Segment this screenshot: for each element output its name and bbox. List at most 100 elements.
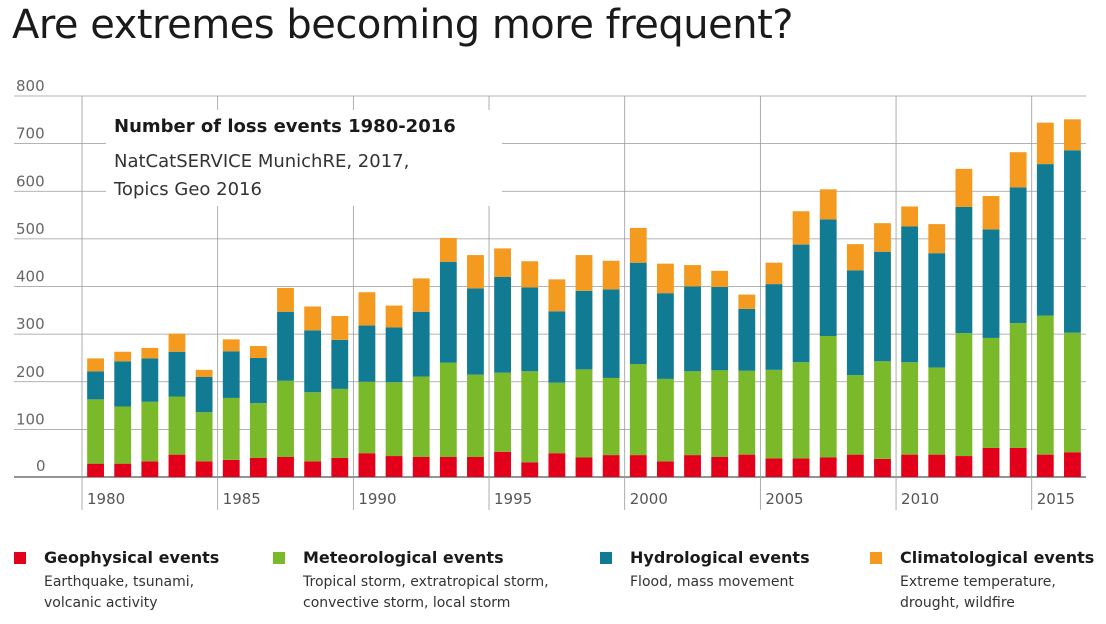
annotation-source-line2: Topics Geo 2016 xyxy=(114,179,262,200)
annotation-title: Number of loss events 1980-2016 xyxy=(114,116,456,137)
bar-geophysical-1985 xyxy=(222,459,240,477)
x-axis: 1980 1985 1990 1995 2000 2005 2010 2015 xyxy=(87,490,1075,508)
bar-meteorological-1980 xyxy=(87,399,104,464)
bar-meteorological-1995 xyxy=(494,372,512,452)
bar-geophysical-2008 xyxy=(846,454,864,477)
bar-climatological-2014 xyxy=(1009,152,1027,188)
bar-geophysical-1987 xyxy=(277,456,294,477)
x-tick-label-1995: 1995 xyxy=(494,490,532,508)
bar-geophysical-2014 xyxy=(1009,447,1027,477)
bar-climatological-1996 xyxy=(521,261,539,288)
legend-label-hydrological: Hydrological events xyxy=(630,548,810,567)
bar-meteorological-1992 xyxy=(412,376,430,457)
bar-hydrological-2006 xyxy=(792,244,810,363)
bar-meteorological-1997 xyxy=(548,382,566,454)
bar-hydrological-1998 xyxy=(575,290,593,370)
bar-meteorological-2015 xyxy=(1036,315,1054,455)
bar-geophysical-2013 xyxy=(982,447,1000,477)
bar-meteorological-2002 xyxy=(684,371,701,456)
x-tick-label-1980: 1980 xyxy=(87,490,125,508)
bar-climatological-2008 xyxy=(846,244,864,271)
bar-hydrological-1986 xyxy=(249,357,267,404)
legend-label-climatological: Climatological events xyxy=(900,548,1095,567)
bar-climatological-1991 xyxy=(385,305,403,328)
legend-desc-geophysical-line1: Earthquake, tsunami, xyxy=(44,574,195,590)
bar-hydrological-1999 xyxy=(602,289,620,378)
y-tick-label-200: 200 xyxy=(16,363,45,381)
bar-geophysical-1992 xyxy=(412,456,430,477)
bar-meteorological-2012 xyxy=(955,333,973,457)
bar-geophysical-1981 xyxy=(114,463,132,477)
bar-climatological-1983 xyxy=(168,333,186,352)
bar-stacks xyxy=(87,119,1081,477)
legend-geophysical: Geophysical events Earthquake, tsunami, … xyxy=(14,548,264,618)
legend-desc-meteorological-line2: convective storm, local storm xyxy=(303,595,511,611)
bar-geophysical-1983 xyxy=(168,454,186,477)
bar-hydrological-1980 xyxy=(87,371,104,400)
bar-climatological-1982 xyxy=(141,347,159,359)
bar-hydrological-2016 xyxy=(1064,150,1081,333)
bar-hydrological-2009 xyxy=(874,251,891,362)
annotation-source-line1: NatCatSERVICE MunichRE, 2017, xyxy=(114,151,410,172)
legend-meteorological: Meteorological events Tropical storm, ex… xyxy=(273,548,573,618)
x-tick-label-1990: 1990 xyxy=(358,490,396,508)
bar-hydrological-2011 xyxy=(928,253,946,368)
bar-meteorological-1984 xyxy=(195,412,213,462)
bar-hydrological-2000 xyxy=(629,262,647,365)
bar-geophysical-1988 xyxy=(304,461,322,477)
bar-hydrological-1993 xyxy=(439,261,457,363)
bar-climatological-2009 xyxy=(874,223,891,252)
bar-meteorological-2011 xyxy=(928,367,946,455)
bar-climatological-1995 xyxy=(494,248,512,277)
bar-meteorological-1998 xyxy=(575,369,593,458)
bar-geophysical-2011 xyxy=(928,454,946,477)
bar-climatological-1989 xyxy=(331,316,349,340)
legend-hydrological: Hydrological events Flood, mass movement xyxy=(600,548,850,618)
bar-climatological-1986 xyxy=(249,346,267,358)
bar-hydrological-2008 xyxy=(846,270,864,376)
bar-meteorological-1989 xyxy=(331,388,349,458)
bar-geophysical-1986 xyxy=(249,457,267,477)
legend-desc-climatological-line2: drought, wildfire xyxy=(900,595,1015,611)
bar-geophysical-1984 xyxy=(195,461,213,477)
bar-climatological-1998 xyxy=(575,255,593,291)
bar-hydrological-1990 xyxy=(358,325,376,382)
y-tick-label-700: 700 xyxy=(16,125,45,143)
bar-meteorological-2000 xyxy=(629,364,647,456)
bar-meteorological-1993 xyxy=(439,362,457,457)
x-tick-label-1985: 1985 xyxy=(223,490,261,508)
bar-hydrological-2005 xyxy=(765,284,783,370)
bar-meteorological-2005 xyxy=(765,369,783,459)
bar-hydrological-2001 xyxy=(656,293,674,379)
legend-label-geophysical: Geophysical events xyxy=(44,548,220,567)
bar-geophysical-2012 xyxy=(955,456,973,477)
bar-climatological-2002 xyxy=(684,265,701,287)
legend-desc-geophysical-line2: volcanic activity xyxy=(44,595,158,611)
bar-geophysical-2009 xyxy=(874,458,891,477)
bar-meteorological-2013 xyxy=(982,337,1000,448)
legend-desc-meteorological: Tropical storm, extratropical storm, con… xyxy=(303,572,549,614)
bar-geophysical-2004 xyxy=(738,454,756,477)
bar-climatological-2013 xyxy=(982,196,1000,230)
bar-hydrological-1992 xyxy=(412,311,430,377)
bar-hydrological-2012 xyxy=(955,206,973,334)
annotation-box: Number of loss events 1980-2016 NatCatSE… xyxy=(106,110,502,206)
bar-hydrological-2003 xyxy=(711,286,729,371)
bar-geophysical-1996 xyxy=(521,462,539,477)
bar-geophysical-2016 xyxy=(1064,452,1081,477)
bar-geophysical-1989 xyxy=(331,457,349,477)
bar-geophysical-2010 xyxy=(901,454,919,477)
bar-climatological-1999 xyxy=(602,260,620,290)
bar-meteorological-1999 xyxy=(602,377,620,456)
bar-climatological-1985 xyxy=(222,339,240,352)
bar-geophysical-1997 xyxy=(548,453,566,477)
bar-hydrological-1984 xyxy=(195,376,213,413)
bar-meteorological-1991 xyxy=(385,382,403,457)
legend-swatch-meteorological xyxy=(273,552,285,564)
bar-hydrological-2004 xyxy=(738,308,756,371)
bar-meteorological-1990 xyxy=(358,381,376,454)
bar-meteorological-1988 xyxy=(304,392,322,462)
bar-geophysical-1999 xyxy=(602,455,620,477)
bar-hydrological-1997 xyxy=(548,311,566,383)
bar-climatological-2003 xyxy=(711,270,729,287)
